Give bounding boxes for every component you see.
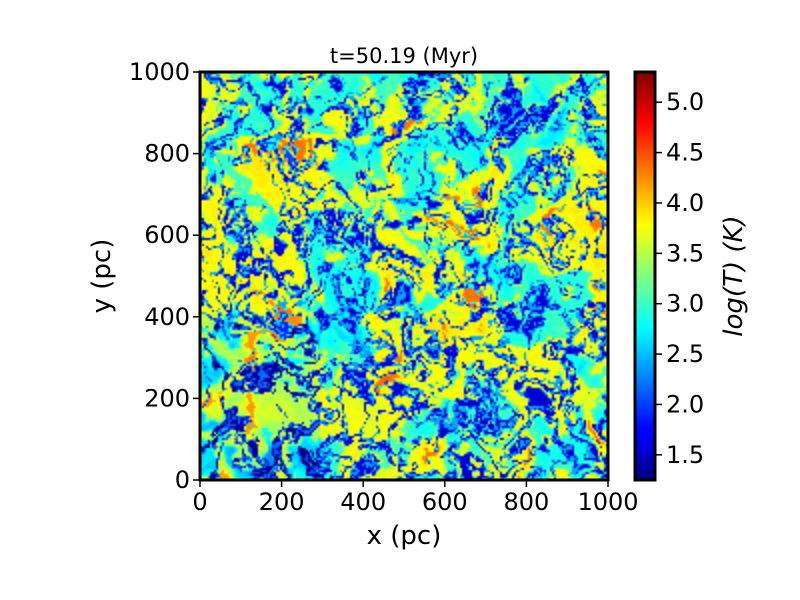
- colorbar-ticks: 1.5 2.0 2.5 3.0 3.5 4.0 4.5 5.0: [655, 88, 704, 469]
- colorbar-tick-label: 4.0: [666, 189, 704, 217]
- colorbar: [633, 70, 657, 482]
- temperature-field-image: [200, 72, 608, 480]
- colorbar-tick-label: 3.0: [666, 290, 704, 318]
- x-tick-label: 1000: [577, 488, 638, 516]
- y-tick-label: 1000: [129, 58, 190, 86]
- plot-frame: [198, 70, 610, 482]
- colorbar-tick-label: 2.5: [666, 340, 704, 368]
- x-tick-label: 0: [192, 488, 207, 516]
- y-axis: 0 200 400 600 800 1000: [129, 58, 200, 494]
- y-tick-label: 0: [175, 466, 190, 494]
- x-tick-label: 400: [340, 488, 386, 516]
- colorbar-tick-label: 1.5: [666, 441, 704, 469]
- y-tick-label: 200: [144, 384, 190, 412]
- temperature-heatmap: [200, 72, 608, 480]
- x-axis-label: x (pc): [367, 521, 442, 551]
- y-tick-label: 600: [144, 221, 190, 249]
- colorbar-label: log(T) (K): [719, 215, 749, 336]
- y-axis-label: y (pc): [87, 239, 117, 314]
- x-tick-label: 600: [422, 488, 468, 516]
- colorbar-tick-label: 2.0: [666, 390, 704, 418]
- colorbar-tick-label: 3.5: [666, 239, 704, 267]
- y-tick-label: 400: [144, 303, 190, 331]
- colorbar-tick-label: 5.0: [666, 88, 704, 116]
- x-tick-label: 800: [503, 488, 549, 516]
- x-tick-label: 200: [259, 488, 305, 516]
- x-axis: 0 200 400 600 800 1000: [192, 480, 639, 516]
- chart-title: t=50.19 (Myr): [330, 44, 478, 68]
- y-tick-label: 800: [144, 140, 190, 168]
- colorbar-tick-label: 4.5: [666, 139, 704, 167]
